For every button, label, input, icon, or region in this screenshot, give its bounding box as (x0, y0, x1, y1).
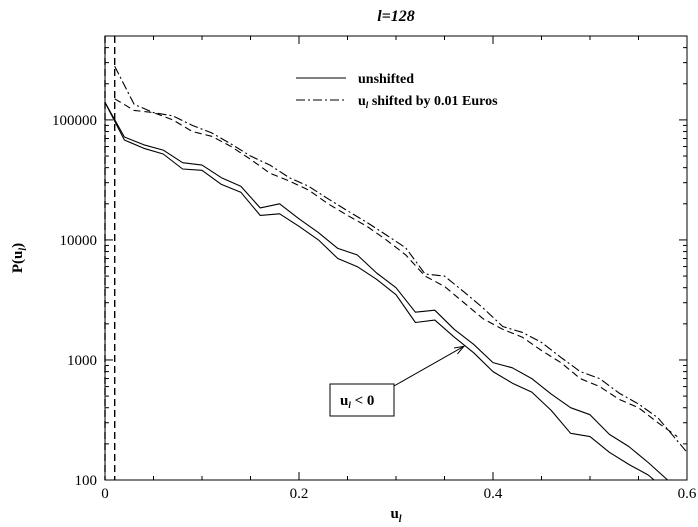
annotation-arrow (393, 345, 465, 387)
y-tick-label: 1000 (67, 353, 97, 369)
labels: 0 0.2 0.4 0.6100100010000100000l=128ulP(ul)… (10, 8, 697, 525)
annotation-box (329, 383, 395, 417)
legend-label-main: unshifted (358, 72, 414, 87)
chart-title-rest: =128 (382, 8, 415, 25)
legend-label-rest: shifted by 0.01 Euros (368, 94, 498, 109)
series-line-3 (114, 65, 687, 453)
y-tick-label: 10000 (60, 233, 98, 249)
x-tick-label: 0.4 (484, 486, 503, 502)
annotation-arrow-head (453, 345, 466, 355)
y-axis-label-main: P(u (10, 251, 26, 274)
x-tick-label: 0 (101, 486, 109, 502)
legend-label-1: ul shifted by 0.01 Euros (358, 94, 498, 110)
y-tick-label: 100 (75, 473, 98, 489)
chart-title: l=128 (377, 8, 415, 25)
x-tick-label: 0.6 (678, 486, 697, 502)
chart-title-main: l (377, 8, 382, 25)
annotation-label-rest: < 0 (351, 393, 375, 409)
annotation-label: ul < 0 (340, 393, 374, 410)
x-axis-label-main: u (390, 506, 398, 522)
annotation-label-sub: l (348, 400, 351, 410)
series-line-2 (114, 98, 678, 438)
annotation-label-main: u (340, 393, 348, 409)
plot-area (104, 36, 687, 480)
legend-label-main: u (358, 94, 366, 109)
series-line-1 (105, 102, 655, 480)
series-line-0 (105, 102, 668, 480)
x-axis-label: ul (390, 506, 401, 525)
legend-label-0: unshifted (358, 72, 414, 87)
x-axis-label-sub: l (399, 514, 402, 525)
axes (104, 35, 688, 481)
x-tick-label: 0.2 (290, 486, 309, 502)
y-axis-label-sub: l (18, 248, 29, 251)
legend-label-sub: l (366, 100, 369, 110)
y-axis-label-close: ) (10, 243, 26, 248)
y-tick-label: 100000 (52, 113, 97, 129)
y-axis-label: P(ul) (10, 243, 29, 273)
